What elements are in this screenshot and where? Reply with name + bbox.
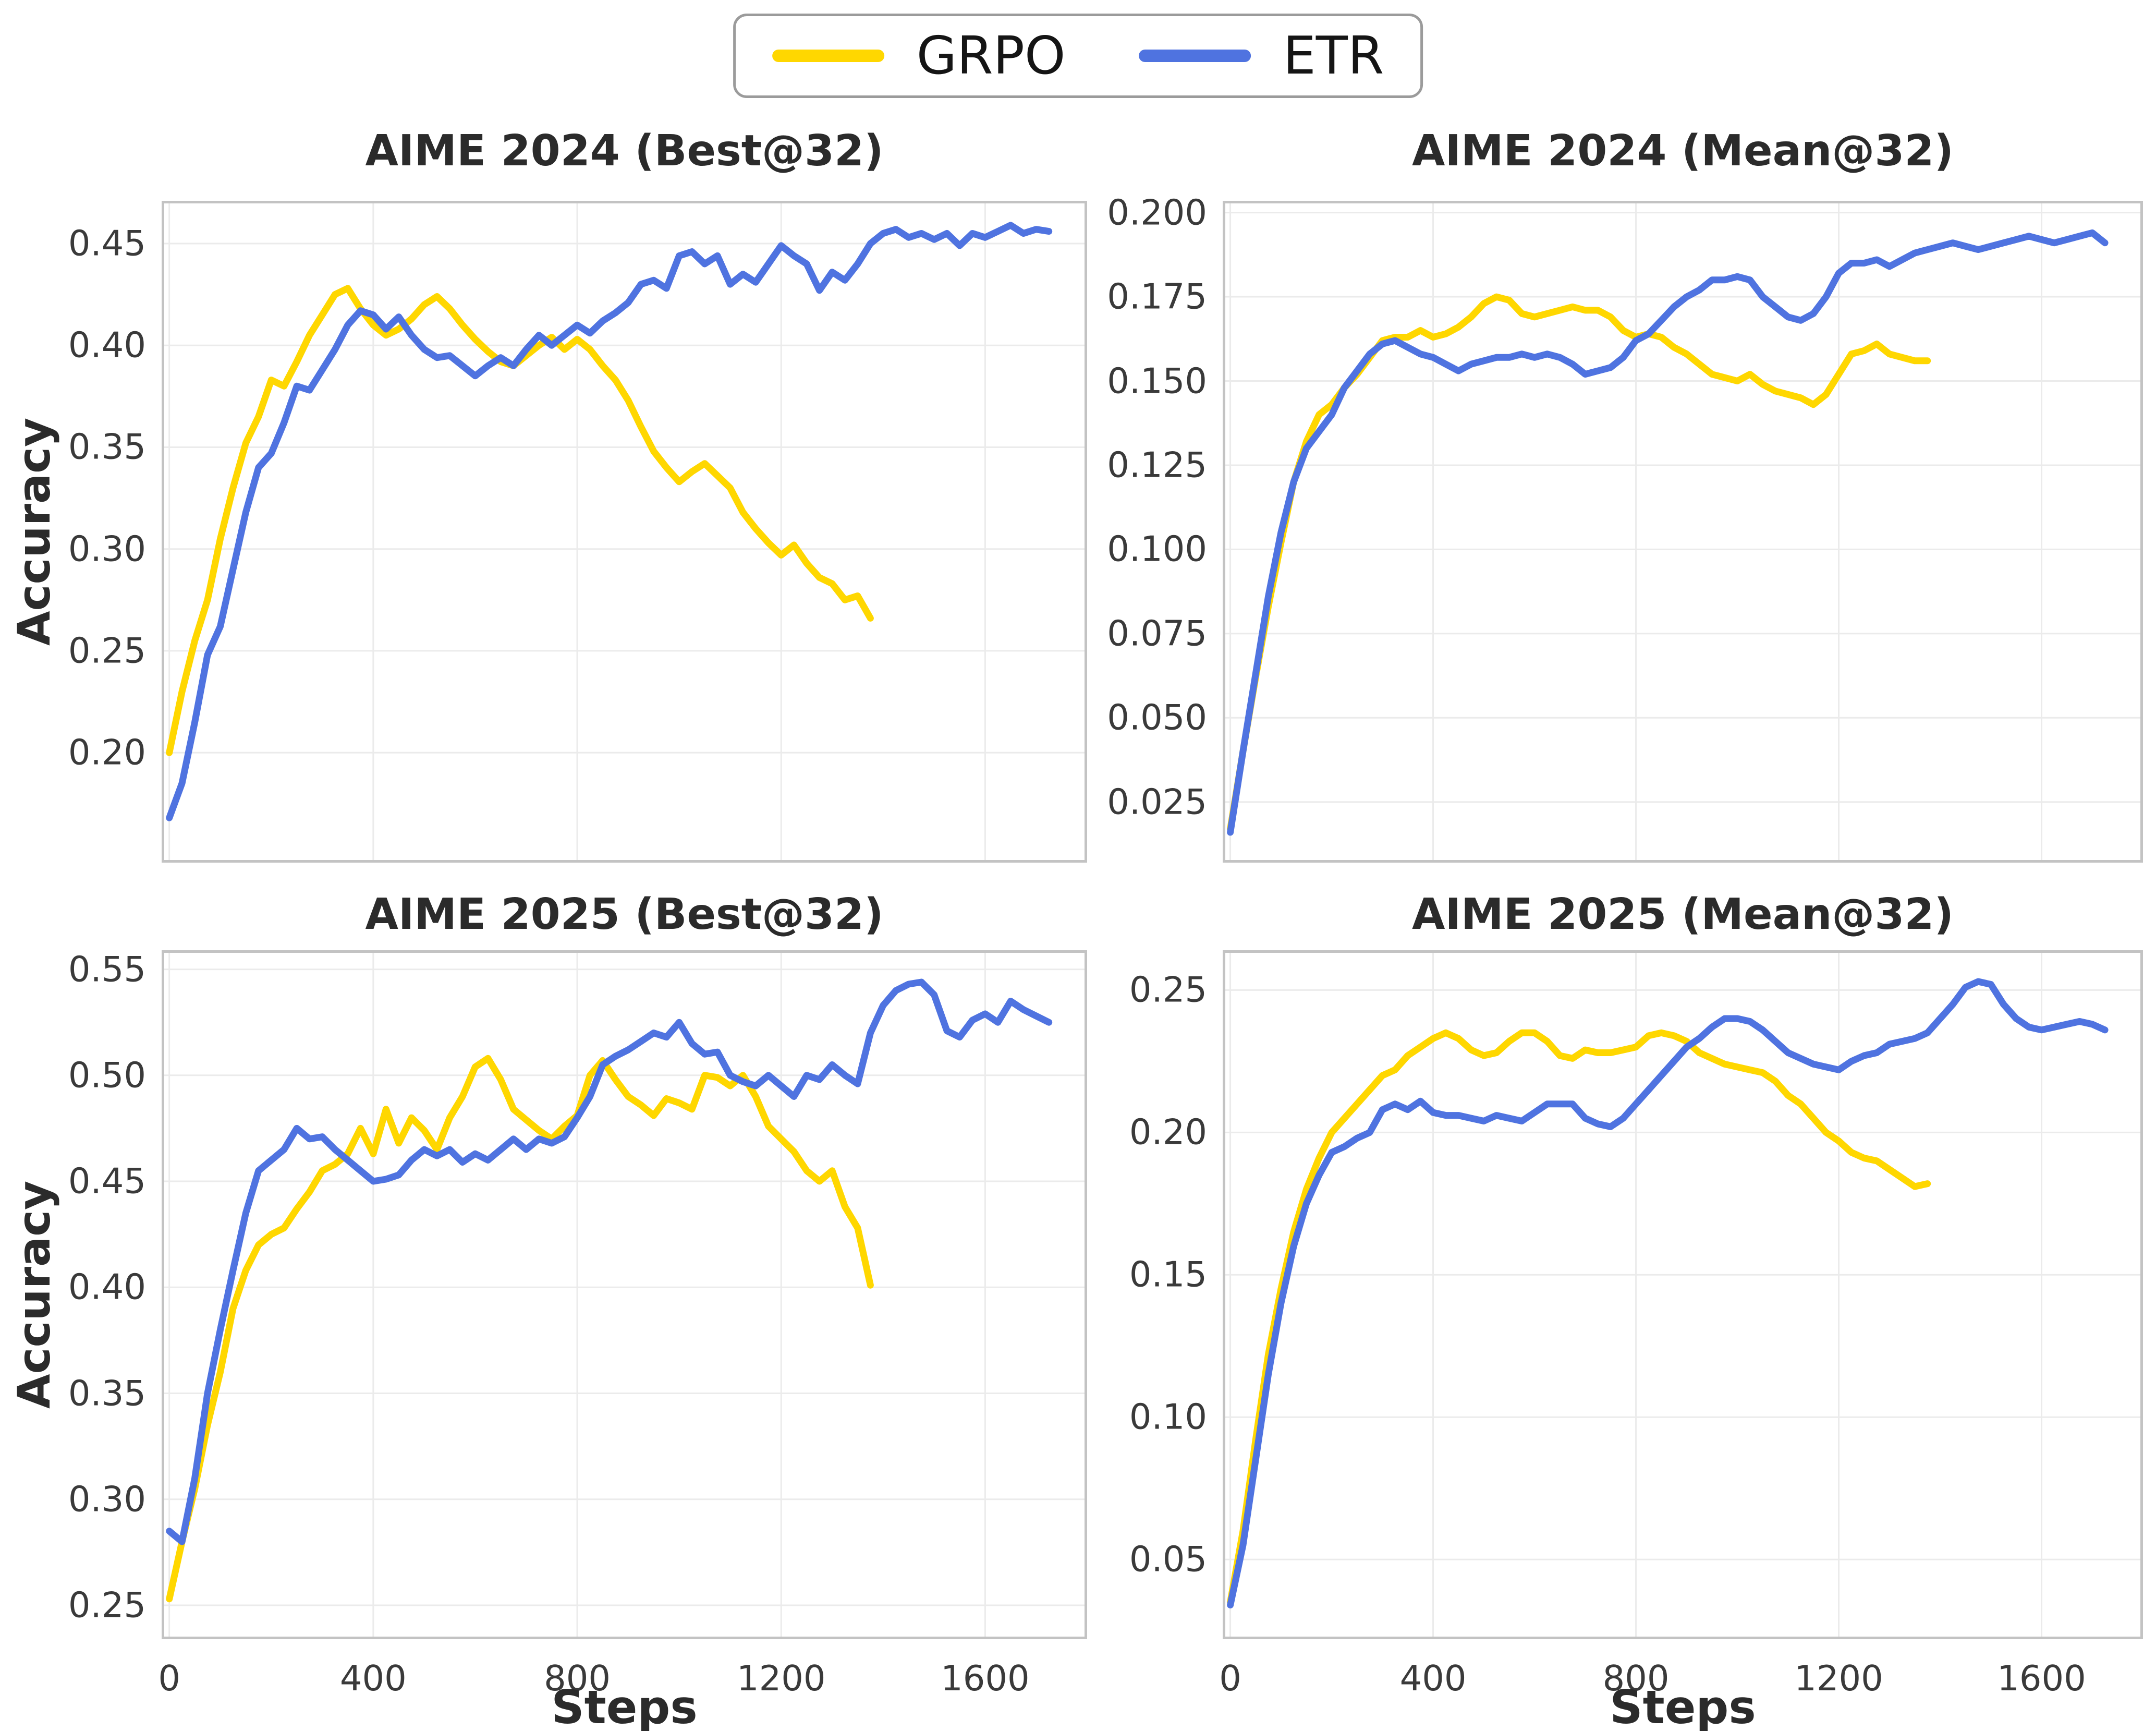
- etr-line-swatch: [1138, 50, 1251, 62]
- y-tick-label: 0.30: [68, 528, 146, 570]
- x-tick-label: 400: [1399, 1658, 1467, 1699]
- series-line-etr: [166, 978, 1053, 1545]
- x-tick-label: 800: [544, 1658, 611, 1699]
- series-line-grpo: [1227, 1029, 1931, 1606]
- y-tick-label: 0.25: [1129, 969, 1207, 1010]
- y-tick-label: 0.025: [1107, 781, 1207, 822]
- y-tick-label: 0.50: [68, 1055, 146, 1096]
- series-line-etr: [166, 222, 1053, 821]
- x-tick-label: 0: [1219, 1658, 1241, 1699]
- y-tick-label: 0.30: [68, 1479, 146, 1520]
- y-axis-label-accuracy-bottom: Accuracy: [8, 1180, 60, 1409]
- y-tick-label: 0.40: [68, 1266, 146, 1308]
- y-tick-label: 0.100: [1107, 528, 1207, 570]
- x-axis-label-steps-right: Steps: [1610, 1680, 1756, 1731]
- legend: GRPO ETR: [733, 14, 1423, 98]
- legend-item-etr: ETR: [1138, 25, 1384, 86]
- y-tick-label: 0.125: [1107, 444, 1207, 486]
- chart-title-aime2024-best: AIME 2024 (Best@32): [365, 126, 884, 176]
- plot-area-aime2024-best: 0.20 0.25 0.30 0.35 0.40 0.45: [68, 201, 1087, 863]
- y-tick-label: 0.15: [1129, 1254, 1207, 1295]
- y-tick-label: 0.050: [1107, 697, 1207, 738]
- series-line-etr: [1227, 229, 2109, 836]
- y-tick-label: 0.150: [1107, 360, 1207, 401]
- series-line-etr: [1227, 978, 2109, 1608]
- chart-title-aime2025-best: AIME 2025 (Best@32): [365, 890, 884, 939]
- y-tick-label: 0.25: [68, 1584, 146, 1626]
- x-tick-label: 1200: [736, 1658, 826, 1699]
- y-tick-label: 0.200: [1107, 192, 1207, 233]
- y-tick-label: 0.40: [68, 324, 146, 366]
- legend-item-grpo: GRPO: [772, 30, 1066, 82]
- y-tick-label: 0.55: [68, 949, 146, 990]
- y-tick-label: 0.10: [1129, 1396, 1207, 1437]
- series-line-grpo: [166, 1055, 874, 1603]
- y-tick-label: 0.25: [68, 630, 146, 671]
- grpo-line-swatch: [772, 50, 884, 62]
- plot-area-aime2024-mean: 0.025 0.050 0.075 0.100 0.125 0.150 0.175 0.200: [1107, 195, 2143, 863]
- plot-area-aime2025-mean: 0.05 0.10 0.15 0.20 0.25 0 400 800 1200 1600: [1129, 950, 2143, 1696]
- y-tick-label: 0.05: [1129, 1539, 1207, 1580]
- y-tick-label: 0.20: [1129, 1111, 1207, 1153]
- y-tick-label: 0.35: [68, 426, 146, 467]
- y-tick-label: 0.35: [68, 1373, 146, 1413]
- legend-label-etr: ETR: [1283, 25, 1384, 86]
- plot-area-aime2025-best: 0.25 0.30 0.35 0.40 0.45 0.50 0.55 0 400 800 1200 1…: [68, 950, 1087, 1696]
- y-tick-label: 0.175: [1107, 276, 1207, 317]
- legend-label-grpo: GRPO: [916, 25, 1066, 86]
- y-axis-label-accuracy-top: Accuracy: [8, 417, 60, 646]
- chart-title-aime2024-mean: AIME 2024 (Mean@32): [1412, 126, 1954, 176]
- x-axis-label-steps-left: Steps: [551, 1680, 698, 1731]
- x-tick-label: 1600: [941, 1658, 1030, 1699]
- series-line-grpo: [1227, 293, 1931, 832]
- x-tick-label: 800: [1602, 1658, 1670, 1699]
- x-tick-label: 400: [339, 1658, 407, 1699]
- chart-title-aime2025-mean: AIME 2025 (Mean@32): [1412, 890, 1954, 939]
- y-tick-label: 0.45: [68, 1160, 146, 1202]
- y-tick-label: 0.20: [68, 732, 146, 773]
- y-tick-label: 0.075: [1107, 613, 1207, 654]
- x-tick-label: 1200: [1794, 1658, 1883, 1699]
- y-tick-label: 0.45: [68, 223, 146, 264]
- x-tick-label: 0: [158, 1658, 180, 1699]
- x-tick-label: 1600: [1997, 1658, 2086, 1699]
